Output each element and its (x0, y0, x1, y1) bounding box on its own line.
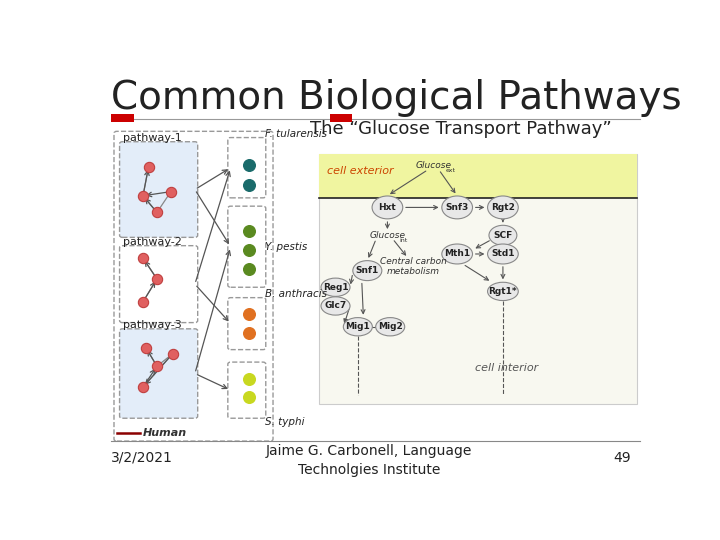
Point (165, 187, 176, 196)
Point (138, 254, 149, 262)
Point (243, 310, 255, 319)
Bar (319, 154, 637, 198)
Point (243, 264, 255, 273)
Text: The “Glucose Transport Pathway”: The “Glucose Transport Pathway” (310, 120, 612, 138)
Point (138, 192, 149, 200)
Point (243, 160, 255, 169)
Text: pathway-2: pathway-2 (124, 237, 182, 246)
Text: Mig2: Mig2 (378, 322, 402, 331)
Point (151, 208, 163, 217)
Text: pathway-3: pathway-3 (124, 320, 182, 329)
Point (243, 393, 255, 402)
Ellipse shape (487, 282, 518, 301)
Text: Glc7: Glc7 (325, 301, 346, 310)
Bar (319, 154, 637, 404)
Text: S. typhi: S. typhi (265, 417, 305, 427)
Ellipse shape (489, 225, 517, 245)
Text: cell interior: cell interior (475, 363, 539, 373)
Ellipse shape (442, 196, 472, 219)
Point (243, 227, 255, 235)
Ellipse shape (376, 318, 405, 336)
Text: Glucose: Glucose (369, 231, 405, 240)
Point (138, 383, 149, 391)
Ellipse shape (343, 318, 372, 336)
Point (243, 374, 255, 383)
Text: Reg1: Reg1 (323, 283, 348, 292)
Point (243, 246, 255, 254)
Text: Human: Human (143, 428, 187, 438)
Point (151, 362, 163, 370)
Text: Mig1: Mig1 (346, 322, 370, 331)
Point (143, 163, 154, 171)
Text: Jaime G. Carbonell, Language
Technolgies Institute: Jaime G. Carbonell, Language Technolgies… (266, 444, 472, 477)
Text: cell exterior: cell exterior (327, 166, 394, 176)
FancyBboxPatch shape (120, 329, 198, 418)
Text: Rgt2: Rgt2 (491, 203, 515, 212)
Text: F. tularensis: F. tularensis (265, 129, 327, 139)
Text: Rgt1*: Rgt1* (489, 287, 517, 296)
Bar (330, 114, 352, 122)
Text: ext: ext (446, 168, 456, 173)
Text: 3/2/2021: 3/2/2021 (111, 451, 173, 465)
Ellipse shape (487, 244, 518, 264)
Text: Common Biological Pathways: Common Biological Pathways (111, 79, 682, 117)
Text: pathway-1: pathway-1 (124, 132, 182, 143)
Ellipse shape (353, 261, 382, 281)
Bar (111, 114, 133, 122)
Ellipse shape (442, 244, 472, 264)
Text: Snf1: Snf1 (356, 266, 379, 275)
Point (140, 343, 152, 352)
Text: Snf3: Snf3 (446, 203, 469, 212)
Ellipse shape (372, 196, 402, 219)
Point (138, 298, 149, 306)
Text: int: int (399, 238, 408, 243)
Ellipse shape (321, 297, 350, 315)
Text: 49: 49 (613, 451, 631, 465)
Text: Mth1: Mth1 (444, 249, 470, 259)
Text: Glucose: Glucose (415, 161, 451, 170)
Text: SCF: SCF (493, 231, 513, 240)
Point (243, 329, 255, 338)
Text: Central carbon
metabolism: Central carbon metabolism (380, 256, 447, 276)
Point (243, 181, 255, 190)
Text: Hxt: Hxt (379, 203, 396, 212)
Text: Y. pestis: Y. pestis (265, 242, 307, 252)
Ellipse shape (487, 196, 518, 219)
Point (151, 275, 163, 284)
Text: B. anthracis: B. anthracis (265, 289, 327, 299)
Point (167, 349, 179, 358)
FancyBboxPatch shape (120, 141, 198, 238)
Text: Std1: Std1 (491, 249, 515, 259)
Ellipse shape (321, 278, 350, 296)
